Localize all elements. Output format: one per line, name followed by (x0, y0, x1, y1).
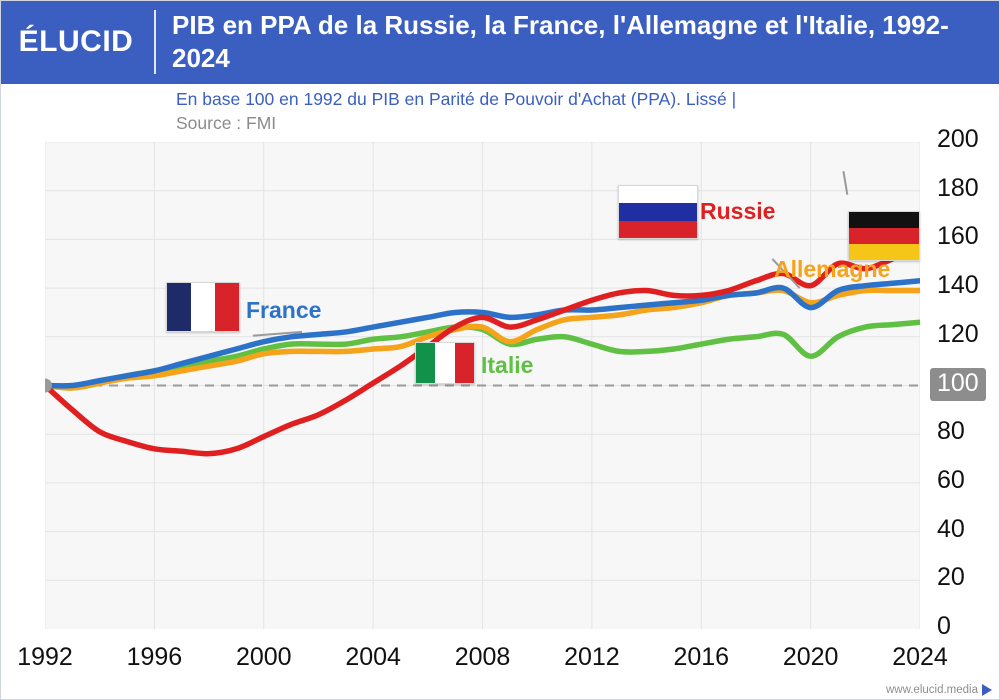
x-axis-label: 1992 (17, 643, 73, 671)
subtitle-block: En base 100 en 1992 du PIB en Parité de … (0, 88, 1000, 135)
flag-russia-icon (618, 185, 698, 239)
x-axis-label: 2004 (345, 643, 401, 671)
series-label-italie: Italie (481, 352, 534, 378)
series-line-russie (45, 243, 920, 457)
x-axis-label: 2008 (454, 643, 511, 671)
page-header: ÉLUCID PIB en PPA de la Russie, la Franc… (0, 0, 1000, 84)
y-axis-label: 120 (937, 319, 979, 348)
x-axis-label: 1996 (126, 643, 183, 671)
flag-italy-icon (415, 342, 475, 384)
y-axis-label: 180 (937, 173, 979, 202)
elucid-logo: ÉLUCID (18, 25, 134, 58)
play-triangle-icon (982, 684, 992, 696)
series-label-allemagne: Allemagne (774, 256, 891, 282)
footer-url-text: www.elucid.media (885, 684, 978, 696)
y-axis-label: 200 (937, 125, 979, 153)
x-axis-label: 2016 (673, 643, 730, 671)
y-axis-label-100: 100 (930, 367, 986, 401)
series-label-russie: Russie (700, 198, 776, 224)
x-axis-label: 2000 (235, 643, 292, 671)
y-axis-label: 80 (937, 417, 965, 446)
chart-svg (45, 142, 920, 629)
annotation-leader-line (252, 330, 303, 337)
y-axis-label: 20 (937, 563, 965, 592)
annotation-leader-line (771, 258, 801, 289)
logo-divider (154, 10, 156, 74)
chart-subtitle: En base 100 en 1992 du PIB en Parité de … (176, 89, 737, 109)
chart-source: Source : FMI (176, 112, 277, 133)
series-line-france (45, 278, 920, 389)
series-start-marker (45, 378, 52, 393)
y-axis-label: 140 (937, 271, 979, 300)
y-axis-label: 60 (937, 465, 965, 494)
chart-plot-area (45, 142, 920, 629)
annotation-leader-line (842, 171, 849, 195)
x-axis-label: 2012 (564, 643, 620, 671)
footer-url: www.elucid.media (886, 684, 992, 696)
x-axis-label: 2024 (892, 643, 948, 671)
y-axis-label: 160 (937, 222, 979, 251)
flag-germany-icon (848, 211, 920, 261)
y-axis-label: 0 (937, 612, 951, 640)
y-axis-label: 40 (937, 514, 965, 543)
series-label-france: France (246, 297, 322, 323)
page-title: PIB en PPA de la Russie, la France, l'Al… (172, 9, 949, 73)
flag-france-icon (166, 282, 240, 332)
x-axis-label: 2020 (782, 643, 839, 671)
